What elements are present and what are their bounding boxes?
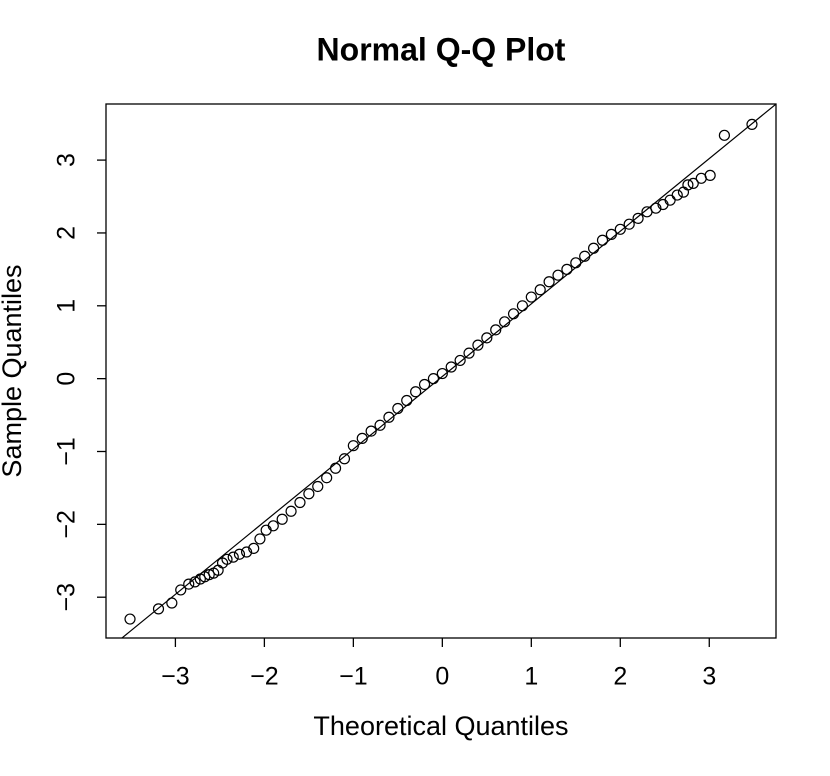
y-axis-label: Sample Quantiles — [0, 264, 27, 477]
reference-line — [120, 104, 776, 638]
chart-title: Normal Q-Q Plot — [317, 31, 566, 67]
point — [552, 269, 564, 281]
point — [365, 425, 377, 437]
y-tick-label: −2 — [53, 510, 81, 539]
point — [392, 402, 404, 415]
point — [294, 496, 306, 509]
point — [321, 472, 333, 484]
point — [221, 553, 233, 565]
point — [570, 257, 582, 269]
plot-frame — [105, 103, 777, 639]
x-tick-label: −1 — [339, 663, 368, 691]
point — [312, 480, 324, 493]
point — [260, 524, 272, 536]
point — [329, 462, 342, 474]
point — [347, 440, 359, 452]
point — [401, 394, 413, 407]
point — [285, 505, 297, 517]
point — [203, 569, 215, 581]
point — [152, 603, 165, 615]
x-tick-label: 1 — [524, 663, 538, 691]
point — [303, 488, 315, 500]
point — [534, 284, 546, 296]
point — [383, 411, 395, 423]
point — [682, 179, 694, 191]
point — [189, 576, 201, 588]
point — [579, 250, 591, 262]
point — [254, 533, 266, 545]
point — [596, 234, 609, 246]
point — [267, 520, 279, 532]
y-tick-label: 3 — [53, 153, 81, 167]
y-tick-label: 2 — [53, 226, 81, 240]
point — [587, 242, 600, 254]
point — [704, 169, 716, 181]
plot-area — [120, 104, 776, 638]
x-tick-label: 0 — [435, 663, 449, 691]
point — [227, 551, 239, 563]
point — [516, 300, 529, 312]
point — [436, 367, 448, 380]
point — [664, 194, 676, 206]
point — [276, 513, 288, 525]
point — [410, 386, 422, 398]
point — [248, 542, 260, 554]
point — [687, 177, 699, 190]
point — [183, 578, 195, 590]
point — [561, 263, 573, 275]
point — [463, 347, 475, 359]
point — [338, 453, 351, 465]
point — [175, 584, 187, 596]
point — [632, 212, 644, 224]
y-tick-label: −3 — [53, 583, 81, 612]
point — [472, 339, 484, 351]
point — [507, 308, 520, 320]
point — [490, 324, 502, 336]
point — [650, 202, 662, 214]
point — [240, 546, 253, 558]
x-tick-label: 2 — [613, 663, 627, 691]
point — [543, 276, 555, 288]
point — [614, 223, 626, 235]
x-tick-label: −3 — [161, 663, 190, 691]
point — [671, 189, 683, 201]
point — [454, 354, 466, 367]
point — [418, 378, 431, 391]
x-tick-label: 3 — [702, 663, 716, 691]
point — [677, 186, 690, 198]
point — [356, 432, 368, 444]
point — [746, 118, 758, 130]
x-axis-label: Theoretical Quantiles — [313, 711, 568, 741]
point — [623, 218, 635, 230]
x-tick-label: −2 — [250, 663, 279, 691]
point — [481, 332, 493, 344]
y-tick-label: 1 — [53, 299, 81, 313]
point — [499, 316, 511, 328]
point — [525, 291, 537, 303]
point — [718, 129, 730, 141]
point — [166, 597, 178, 609]
point — [445, 361, 457, 373]
point — [427, 373, 440, 385]
point — [124, 613, 136, 625]
y-tick-label: 0 — [53, 372, 81, 386]
point — [374, 419, 386, 431]
y-tick-label: −1 — [53, 437, 81, 466]
point — [605, 228, 617, 241]
point — [233, 548, 246, 560]
